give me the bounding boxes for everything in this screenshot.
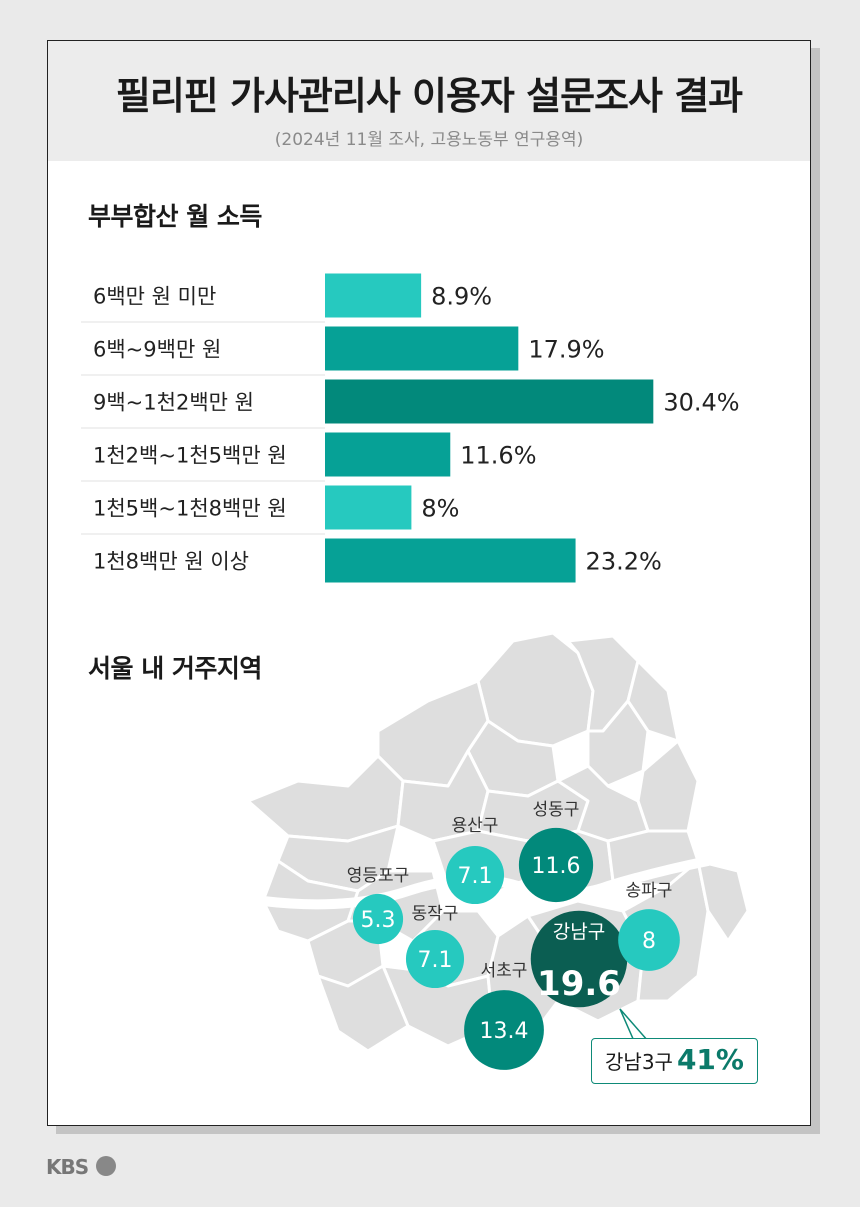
bar-category-label: 1천5백~1천8백만 원 — [93, 497, 287, 521]
callout-label: 강남3구 — [605, 1050, 673, 1074]
district-bubble — [618, 909, 680, 971]
bar-value-label: 11.6% — [460, 442, 536, 470]
callout-pointer — [619, 1008, 650, 1042]
district-name-label: 성동구 — [533, 800, 580, 820]
bar-value-label: 23.2% — [586, 548, 662, 576]
income-bar — [325, 432, 451, 477]
infographic-card: 필리핀 가사관리사 이용자 설문조사 결과 (2024년 11월 조사, 고용노… — [47, 40, 811, 1126]
bar-value-label: 8% — [421, 495, 459, 523]
page-title: 필리핀 가사관리사 이용자 설문조사 결과 — [115, 74, 743, 118]
seoul-map: 영등포구 5.3 용산구 7.1 동작구 7.1 송파구 8 성동구 11.6 서초구 13.4 강남구… — [246, 631, 750, 1070]
district-bubble — [405, 929, 465, 989]
district-name-label: 서초구 — [481, 961, 528, 981]
district-name-label: 동작구 — [412, 904, 459, 924]
page-subtitle: (2024년 11월 조사, 고용노동부 연구용역) — [274, 130, 584, 150]
district-value-label: 7.1 — [458, 864, 493, 889]
income-bar — [325, 326, 519, 371]
district-west-1 — [246, 754, 405, 843]
district-value-label: 5.3 — [361, 908, 396, 933]
bar-category-label: 6백~9백만 원 — [93, 338, 221, 362]
income-bar-chart: 6백만 원 미만 8.9% 6백~9백만 원 17.9% 9백~1천2백만 원 30.4%… — [81, 273, 740, 583]
income-bar — [325, 273, 422, 318]
district-name-label: 강남구 — [553, 921, 605, 943]
callout-value: 41% — [676, 1043, 744, 1076]
district-value-label: 7.1 — [418, 948, 453, 973]
district-bubble — [530, 910, 628, 1008]
gangnam3-callout: 강남3구 41% — [591, 1038, 758, 1084]
district-value-label: 13.4 — [480, 1019, 529, 1044]
district-bubble — [464, 990, 544, 1070]
bar-value-label: 8.9% — [431, 283, 492, 311]
map-section-title: 서울 내 거주지역 — [88, 654, 262, 683]
bar-value-label: 30.4% — [663, 389, 739, 417]
bar-category-label: 6백만 원 미만 — [93, 285, 216, 309]
income-bar — [325, 379, 654, 424]
han-river — [258, 856, 713, 910]
district-name-label: 송파구 — [626, 881, 673, 901]
district-bubble — [518, 827, 594, 903]
district-name-label: 영등포구 — [347, 866, 410, 886]
kbs-logo: KBS — [46, 1155, 89, 1179]
kbs-logo-mark-icon — [96, 1156, 116, 1176]
income-section-title: 부부합산 월 소득 — [88, 202, 262, 231]
district-value-label: 11.6 — [532, 854, 581, 879]
district-bubbles: 영등포구 5.3 용산구 7.1 동작구 7.1 송파구 8 성동구 11.6 서초구 13.4 강남구… — [347, 800, 680, 1070]
district-value-label: 8 — [642, 929, 656, 954]
income-bar — [325, 538, 576, 583]
district-bubble — [352, 893, 404, 945]
district-name-label: 용산구 — [452, 816, 499, 836]
seoul-district-shapes — [246, 631, 750, 1053]
district-value-label: 19.6 — [537, 964, 621, 1004]
bar-category-label: 9백~1천2백만 원 — [93, 391, 254, 415]
district-gangdong — [696, 859, 750, 943]
bar-category-label: 1천8백만 원 이상 — [93, 550, 249, 574]
income-bar — [325, 485, 412, 530]
bar-value-label: 17.9% — [528, 336, 604, 364]
district-east-1 — [636, 739, 700, 833]
bar-category-label: 1천2백~1천5백만 원 — [93, 444, 287, 468]
district-bubble — [445, 845, 505, 905]
district-northeast-2 — [626, 659, 680, 743]
district-guro — [316, 964, 410, 1053]
header-band: 필리핀 가사관리사 이용자 설문조사 결과 (2024년 11월 조사, 고용노… — [48, 41, 810, 161]
